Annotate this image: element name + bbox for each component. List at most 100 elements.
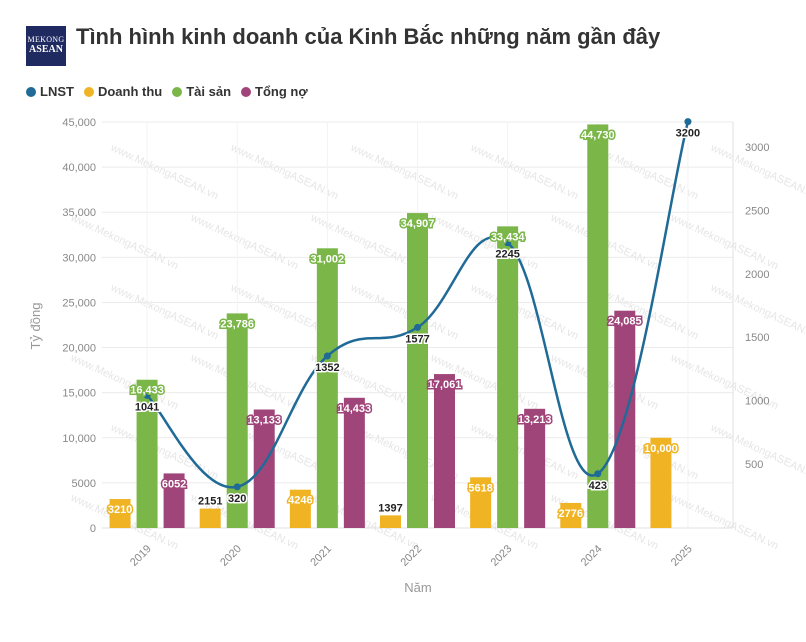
y-tick-label: 5000 xyxy=(72,478,96,490)
legend-label-lnst: LNST xyxy=(40,84,74,99)
y-tick-label: 15,000 xyxy=(62,388,96,400)
data-label-doanh-thu: 4246 xyxy=(288,495,312,507)
x-tick-label: 2019 xyxy=(128,543,154,569)
bar-tai-san xyxy=(587,124,609,528)
bar-tai-san xyxy=(407,213,428,529)
legend-swatch-lnst xyxy=(26,86,36,97)
bar-tong-no xyxy=(253,409,275,528)
data-label-tong-no: 17,061 xyxy=(428,379,462,391)
data-label-lnst: 3200 xyxy=(676,128,700,140)
data-label-tai-san: 23,786 xyxy=(220,318,254,330)
logo-line-1: MEKONG xyxy=(27,35,65,44)
point-lnst xyxy=(594,470,602,478)
y-axis-title: Tỷ đồng xyxy=(28,303,43,350)
watermark-text: www.MekongASEAN.vn xyxy=(228,141,340,202)
watermark-text: www.MekongASEAN.vn xyxy=(668,211,780,272)
data-label-tong-no: 13,133 xyxy=(247,415,281,427)
data-label-doanh-thu: 1397 xyxy=(378,502,402,514)
legend-swatch-tong-no xyxy=(241,86,252,97)
bar-tai-san xyxy=(226,313,248,528)
data-label-lnst: 423 xyxy=(589,480,607,492)
data-label-doanh-thu: 2151 xyxy=(198,496,222,508)
watermark-text: www.MekongASEAN.vn xyxy=(108,281,220,342)
data-label-tong-no: 13,213 xyxy=(518,414,552,426)
x-axis-title: Năm xyxy=(404,580,431,595)
y2-tick-label: 1000 xyxy=(745,396,769,408)
bar-doanh-thu xyxy=(650,437,672,528)
y-tick-label: 20,000 xyxy=(62,343,96,355)
watermark-text: www.MekongASEAN.vn xyxy=(188,211,300,272)
point-lnst xyxy=(143,391,151,399)
x-tick-label: 2024 xyxy=(579,543,605,569)
chart-title: Tình hình kinh doanh của Kinh Bắc những … xyxy=(76,24,661,49)
data-label-lnst: 1352 xyxy=(315,362,339,374)
y2-tick-label: 2500 xyxy=(745,205,769,217)
data-label-lnst: 1577 xyxy=(405,333,429,345)
y-tick-label: 45,000 xyxy=(62,117,96,129)
data-label-tai-san: 16,433 xyxy=(130,385,164,397)
data-label-doanh-thu: 5618 xyxy=(468,482,492,494)
data-label-doanh-thu: 3210 xyxy=(108,504,132,516)
bar-doanh-thu xyxy=(199,508,221,528)
x-tick-label: 2021 xyxy=(308,543,334,569)
y-tick-label: 30,000 xyxy=(62,252,96,264)
bar-tong-no xyxy=(434,374,455,528)
bar-tai-san xyxy=(497,226,519,529)
y-tick-label: 0 xyxy=(90,523,96,535)
legend-swatch-doanh-thu xyxy=(83,86,94,97)
y-tick-label: 10,000 xyxy=(62,433,96,445)
legend-swatch-tai-san xyxy=(172,86,183,97)
bar-tai-san xyxy=(316,248,338,528)
y-tick-label: 40,000 xyxy=(62,162,96,174)
mekong-asean-logo: MEKONG ASEAN xyxy=(26,26,66,66)
data-label-lnst: 1041 xyxy=(135,401,159,413)
bar-doanh-thu xyxy=(560,502,582,528)
legend-item-doanh-thu[interactable]: Doanh thu xyxy=(83,84,163,99)
watermark-text: www.MekongASEAN.vn xyxy=(468,141,580,202)
bar-tong-no xyxy=(163,473,185,528)
y-tick-label: 35,000 xyxy=(62,207,96,219)
y2-tick-label: 500 xyxy=(745,459,763,471)
data-label-lnst: 320 xyxy=(228,493,246,505)
x-tick-label: 2020 xyxy=(218,543,244,569)
legend-item-tai-san[interactable]: Tài sản xyxy=(172,84,231,99)
line-lnst xyxy=(146,121,690,489)
legend-label-tong-no: Tổng nợ xyxy=(255,84,308,99)
y-tick-label: 25,000 xyxy=(62,297,96,309)
data-label-tong-no: 6052 xyxy=(162,478,186,490)
y2-tick-label: 1500 xyxy=(745,332,769,344)
bar-doanh-thu xyxy=(109,499,131,528)
watermark-text: www.MekongASEAN.vn xyxy=(348,141,460,202)
data-label-tai-san: 33,434 xyxy=(491,231,526,243)
watermark-text: www.MekongASEAN.vn xyxy=(708,421,806,482)
point-lnst xyxy=(504,239,512,247)
legend-label-tai-san: Tài sản xyxy=(186,84,232,99)
data-label-tong-no: 14,433 xyxy=(338,403,372,415)
legend-item-tong-no[interactable]: Tổng nợ xyxy=(241,84,308,99)
watermark-text: www.MekongASEAN.vn xyxy=(108,141,220,202)
point-lnst xyxy=(233,483,241,491)
data-label-lnst: 2245 xyxy=(495,249,519,261)
bar-doanh-thu xyxy=(470,477,492,528)
data-label-tai-san: 44,730 xyxy=(581,129,615,141)
data-label-tai-san: 34,907 xyxy=(401,218,435,230)
x-tick-label: 2023 xyxy=(489,543,515,569)
x-tick-label: 2025 xyxy=(669,543,695,569)
data-label-tai-san: 31,002 xyxy=(311,253,345,265)
legend-item-lnst[interactable]: LNST xyxy=(26,84,74,99)
watermark-text: www.MekongASEAN.vn xyxy=(468,281,580,342)
logo-line-2: ASEAN xyxy=(29,44,63,55)
watermark-text: www.MekongASEAN.vn xyxy=(468,421,580,482)
y2-tick-label: 3000 xyxy=(745,142,769,154)
bar-tong-no xyxy=(343,397,365,528)
data-label-tong-no: 24,085 xyxy=(608,316,642,328)
point-lnst xyxy=(323,352,331,360)
data-label-doanh-thu: 10,000 xyxy=(644,443,678,455)
point-lnst xyxy=(414,323,421,331)
point-lnst xyxy=(684,118,692,126)
watermark-text: www.MekongASEAN.vn xyxy=(68,351,180,412)
legend: LNST Doanh thu Tài sản Tổng nợ xyxy=(26,84,308,99)
x-tick-label: 2022 xyxy=(398,543,424,569)
legend-label-doanh-thu: Doanh thu xyxy=(97,84,163,99)
